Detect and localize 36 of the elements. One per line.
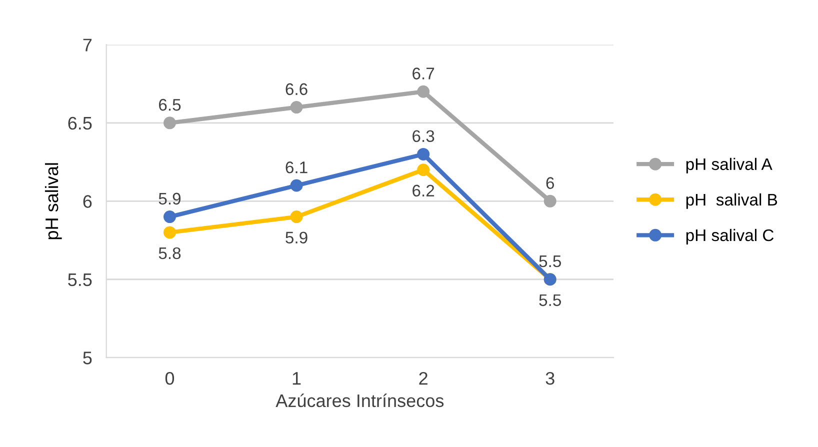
data-label: 5.5	[539, 256, 561, 268]
y-tick-label: 7	[83, 38, 92, 52]
x-axis-title: Azúcares Intrínsecos	[276, 394, 444, 408]
y-tick-label: 5.5	[68, 273, 92, 286]
point	[290, 179, 303, 192]
y-tick-label: 5	[83, 352, 92, 364]
point	[163, 226, 176, 239]
x-tick-label: 1	[292, 372, 301, 385]
data-label: 6.7	[412, 68, 434, 80]
point	[417, 164, 430, 176]
data-label: 6.1	[286, 162, 308, 174]
point	[290, 101, 303, 114]
legend-label: pH salival C	[686, 228, 774, 244]
x-tick-label: 3	[546, 372, 554, 385]
y-axis-title: pH salival	[44, 163, 62, 240]
point	[417, 148, 430, 160]
legend-label: pH salival A	[686, 158, 772, 174]
data-label: 6.6	[286, 83, 308, 96]
data-label: 6	[546, 177, 554, 189]
legend-label: pH salival B	[686, 193, 778, 209]
point	[163, 116, 176, 130]
data-label: 6.3	[412, 130, 434, 142]
point	[290, 210, 303, 224]
point	[544, 194, 556, 208]
data-label: 5.8	[158, 247, 181, 260]
data-label: 5.5	[539, 294, 561, 306]
y-tick-label: 6.5	[68, 116, 92, 130]
point	[163, 210, 176, 224]
data-label: 5.9	[286, 232, 308, 244]
x-tick-label: 0	[165, 372, 174, 385]
x-tick-label: 2	[419, 372, 428, 385]
data-label: 5.9	[158, 192, 181, 205]
y-tick-label: 6	[83, 195, 92, 208]
data-label: 6.2	[412, 184, 434, 197]
point	[417, 85, 430, 98]
data-label: 6.5	[159, 98, 181, 111]
